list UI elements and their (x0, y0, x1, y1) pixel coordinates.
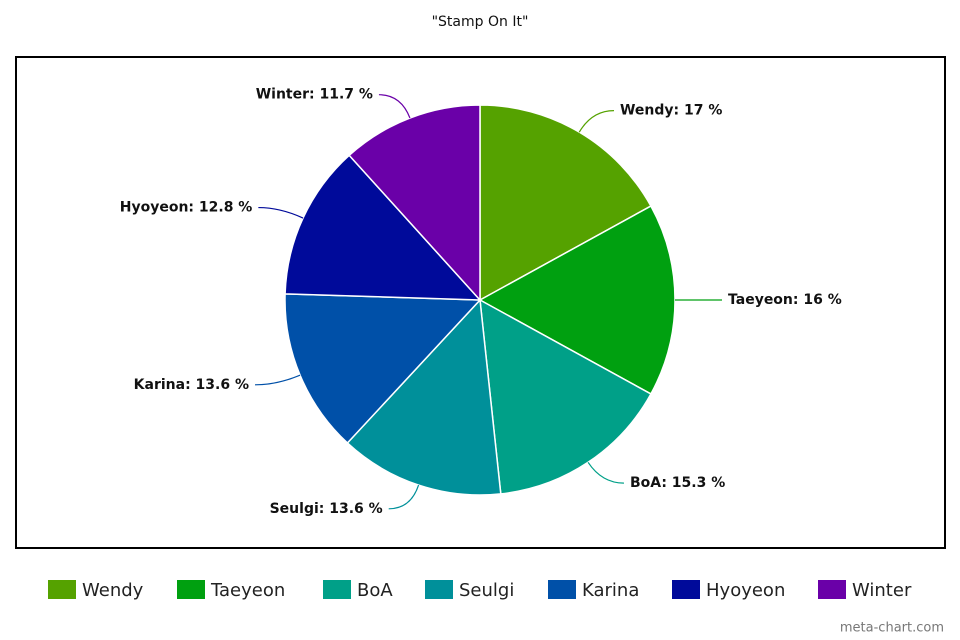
legend-swatch (48, 580, 76, 599)
leader-line (378, 94, 411, 119)
legend-swatch (425, 580, 453, 599)
pie-slice (348, 104, 481, 302)
data-label: Winter: 11.7 % (256, 87, 373, 103)
plot-frame (15, 56, 946, 549)
legend-label: Taeyeon (210, 580, 285, 601)
pie-slice (478, 205, 676, 395)
leader-line (255, 374, 301, 386)
legend-swatch (323, 580, 351, 599)
leader-line (578, 110, 614, 133)
pie-slice (284, 293, 482, 445)
legend-swatch (672, 580, 700, 599)
data-label: Seulgi: 13.6 % (270, 501, 383, 517)
data-label: BoA: 15.3 % (630, 475, 725, 491)
legend-swatch (818, 580, 846, 599)
data-label: Hyoyeon: 12.8 % (120, 200, 253, 216)
chart-title: "Stamp On It" (432, 14, 529, 30)
legend-label: Seulgi (459, 580, 514, 601)
data-label: Karina: 13.6 % (134, 377, 249, 393)
legend-label: Winter (852, 580, 912, 601)
legend-label: Hyoyeon (706, 580, 785, 601)
legend-label: BoA (357, 580, 393, 601)
legend-swatch (177, 580, 205, 599)
data-label: Wendy: 17 % (620, 103, 722, 119)
pie-slice (479, 298, 652, 495)
watermark: meta-chart.com (840, 621, 944, 636)
leader-line (388, 484, 420, 510)
data-label: Taeyeon: 16 % (728, 292, 842, 308)
leader-line (587, 461, 624, 484)
leader-line (258, 206, 304, 219)
legend-label: Wendy (82, 580, 144, 601)
pie-slice (346, 298, 502, 496)
legend-swatch (548, 580, 576, 599)
legend-label: Karina (582, 580, 639, 601)
